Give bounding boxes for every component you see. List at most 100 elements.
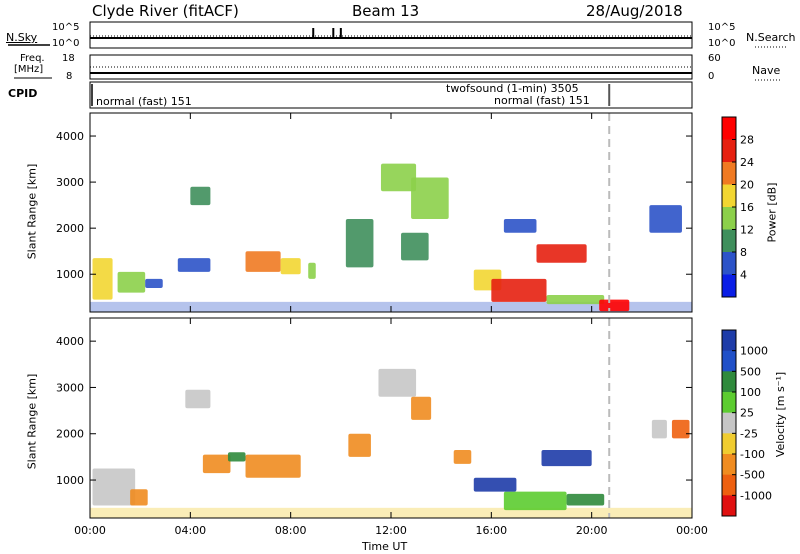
velocity-panel-frame [89,317,693,519]
cpid-entry-twofsound: twofsound (1-min) 3505 [446,82,579,95]
velocity-colorbar-tick-label: 25 [740,407,754,420]
x-tick-label: 00:00 [676,524,708,537]
power-scatter-patch [308,262,316,279]
power-scatter-patch [145,278,163,289]
power-scatter-patch [190,186,211,206]
velocity-colorbar-swatch [722,433,736,455]
nsearch-label: N.Search [746,31,796,44]
power-scatter-patch [280,258,301,275]
x-tick-label: 12:00 [375,524,407,537]
velocity-colorbar-tick-label: -1000 [740,489,772,502]
cpid-panel-frame [89,81,693,109]
power-colorbar-swatch [722,117,736,140]
velocity-scatter-patch [348,433,371,457]
velocity-scatter-patch [671,419,690,439]
velocity-colorbar-tick-label: -100 [740,448,765,461]
power-colorbar-tick-label: 24 [740,156,754,169]
velocity-y-tick-label: 4000 [56,335,84,348]
velocity-colorbar-frame [721,329,737,517]
nsky-panel-frame [89,21,693,49]
velocity-scatter-patch [541,449,592,467]
velocity-scatter-patch [503,491,567,511]
nave-tick-bottom: 0 [708,71,715,82]
x-tick-label: 20:00 [576,524,608,537]
velocity-colorbar-swatch [722,474,736,496]
power-scatter-patch [503,218,537,233]
velocity-scatter-patch [227,452,246,462]
velocity-colorbar-swatch [722,495,736,517]
power-colorbar-swatch [722,139,736,163]
velocity-y-tick-label: 3000 [56,381,84,394]
velocity-colorbar-swatch [722,412,736,434]
velocity-colorbar-swatch [722,330,736,352]
velocity-colorbar-swatch [722,371,736,393]
power-scatter-patch [245,251,281,272]
power-y-tick-label: 2000 [56,222,84,235]
nsky-tick-top: 10^5 [52,22,80,33]
velocity-scatter-patch [185,389,211,409]
velocity-scatter-patch [378,368,417,397]
velocity-scatter-patch [245,454,301,478]
velocity-colorbar-swatch [722,350,736,372]
power-y-tick-label: 1000 [56,268,84,281]
velocity-colorbar-tick-label: 100 [740,386,761,399]
site-title: Clyde River (fitACF) [92,2,239,20]
velocity-colorbar-tick-label: 1000 [740,345,768,358]
cpid-label: CPID [8,87,38,100]
nave-label: Nave [752,64,781,77]
power-colorbar-tick-label: 4 [740,269,747,282]
power-colorbar-tick-label: 16 [740,201,754,214]
x-tick-label: 08:00 [275,524,307,537]
x-tick-label: 16:00 [475,524,507,537]
power-y-tick-label: 4000 [56,130,84,143]
velocity-colorbar-tick-label: -25 [740,427,758,440]
velocity-scatter-patch [411,396,432,420]
power-scatter-patch [92,258,113,300]
velocity-scatter-patch [130,489,148,506]
power-colorbar-swatch [722,207,736,230]
power-colorbar-swatch [722,252,736,275]
power-colorbar-swatch [722,162,736,185]
velocity-scatter-patch [473,477,517,492]
x-tick-label: 04:00 [174,524,206,537]
date-title: 28/Aug/2018 [586,2,683,20]
velocity-y-tick-label: 2000 [56,428,84,441]
power-colorbar-tick-label: 28 [740,134,754,147]
nsky-label: N.Sky [6,31,38,44]
velocity-scatter-patch [651,419,667,439]
power-colorbar-tick-label: 12 [740,224,754,237]
velocity-scatter-patch [202,454,231,474]
power-colorbar-swatch [722,229,736,253]
power-scatter-patch [649,205,682,233]
velocity-scatter-patch [566,493,605,506]
x-axis-label: Time UT [362,540,408,553]
freq-tick-bottom: 8 [66,71,73,82]
velocity-y-tick-label: 1000 [56,474,84,487]
freq-unit-label: [MHz] [14,64,44,75]
power-scatter-patch [117,271,146,293]
velocity-colorbar-swatch [722,454,736,476]
power-colorbar-tick-label: 20 [740,179,754,192]
power-scatter-patch [536,244,587,263]
x-tick-label: 00:00 [74,524,106,537]
power-colorbar-swatch [722,184,736,208]
nave-tick-top: 60 [708,53,721,64]
power-y-tick-label: 3000 [56,176,84,189]
power-scatter-patch [546,294,605,305]
nsearch-tick-top: 10^5 [708,22,736,33]
power-scatter-patch [177,258,211,272]
nsearch-tick-bottom: 10^0 [708,38,736,49]
freq-tick-top: 18 [62,53,75,64]
velocity-colorbar-tick-label: 500 [740,365,761,378]
beam-title: Beam 13 [352,2,420,20]
power-scatter-patch [411,177,449,219]
power-colorbar-tick-label: 8 [740,246,747,259]
power-colorbar-swatch [722,274,736,298]
freq-label: Freq. [20,53,45,64]
power-scatter-patch [491,278,547,302]
velocity-scatter-patch [92,468,136,506]
nsky-tick-bottom: 10^0 [52,38,80,49]
cpid-entry-normal-2: normal (fast) 151 [494,94,590,107]
power-scatter-patch [345,218,374,268]
